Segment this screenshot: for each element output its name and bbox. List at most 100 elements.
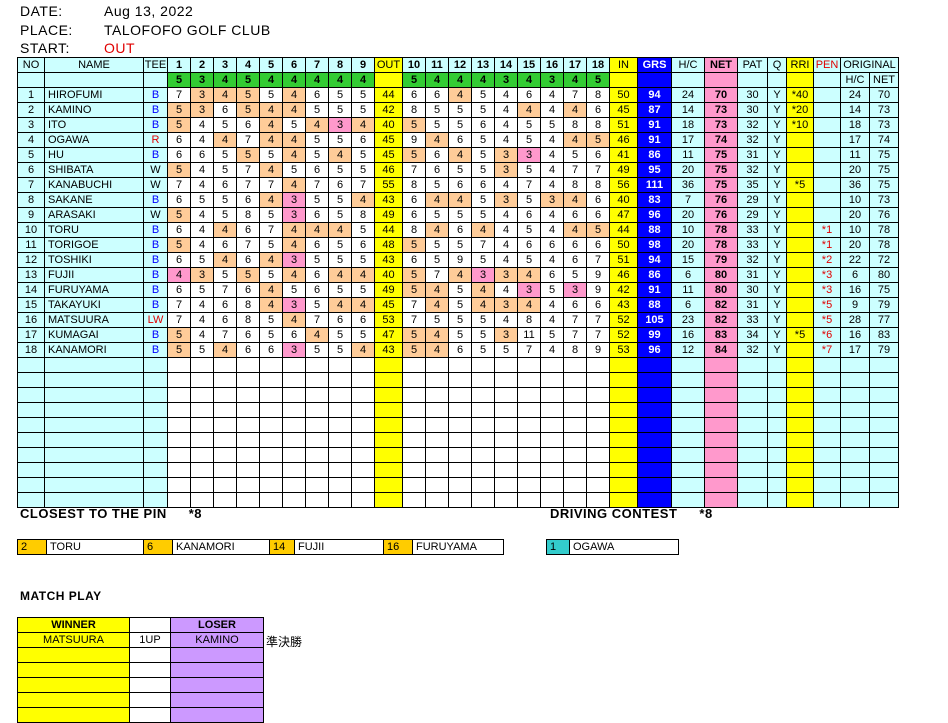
hole-score: [471, 417, 495, 433]
hole-score: [494, 357, 518, 373]
hole-score: 6: [402, 207, 426, 223]
rri-value: *5: [786, 177, 814, 193]
penalty: [813, 372, 841, 388]
row-no: 11: [17, 237, 45, 253]
penalty: [813, 447, 841, 463]
handicap: [671, 372, 705, 388]
rri-value: [786, 297, 814, 313]
penalty: [813, 87, 841, 103]
putts: 33: [737, 237, 768, 253]
original-net: [869, 447, 899, 463]
original-hc: 16: [840, 327, 870, 343]
hole-score: [190, 462, 214, 478]
par-cell: 4: [448, 72, 472, 88]
match-blank: [170, 662, 264, 678]
table-row: 9 ARASAKI W 5 4 5 8 5 3 6 5 8 49 6 5 5 5 4 6 4 6 6 47 96 20 76 29 Y…: [17, 207, 899, 223]
hole-score: 5: [328, 132, 352, 148]
hole-score: [425, 447, 449, 463]
hole-score: 3: [282, 192, 306, 208]
hole-score: 5: [282, 282, 306, 298]
hole-score: 6: [167, 147, 191, 163]
hole-score: 5: [402, 237, 426, 253]
gross-score: 95: [637, 162, 672, 178]
hole-score: 3: [282, 207, 306, 223]
hole-score: 5: [259, 207, 283, 223]
hc-header: H/C: [671, 57, 705, 73]
gross-score: 88: [637, 222, 672, 238]
tee-value: B: [143, 147, 168, 163]
hole-score: 5: [471, 312, 495, 328]
hole-score: 4: [328, 222, 352, 238]
putts: 30: [737, 102, 768, 118]
hole-score: [586, 372, 610, 388]
penalty: *3: [813, 267, 841, 283]
hole-score: 8: [351, 207, 375, 223]
hole-score: 6: [167, 282, 191, 298]
hole-score: 7: [167, 177, 191, 193]
subtotal-cell: 45: [374, 147, 403, 163]
hole-score: 5: [259, 237, 283, 253]
hole-score: 6: [448, 177, 472, 193]
putts: [737, 447, 768, 463]
hole-score: 4: [282, 237, 306, 253]
net-score: 76: [704, 207, 738, 223]
hole-score: 6: [236, 117, 260, 133]
original-net: 80: [869, 267, 899, 283]
table-row: 5 HU B 6 6 5 5 5 4 5 4 5 45 5 6 4 5 3 3 4 5 6 41 86 11 75 31 Y 11 75: [17, 147, 899, 163]
hole-score: 4: [259, 102, 283, 118]
row-no: [17, 372, 45, 388]
hole-score: 5: [402, 327, 426, 343]
original-net: 73: [869, 102, 899, 118]
original-hc: [840, 492, 870, 508]
hole-score: 7: [305, 312, 329, 328]
hole-score: 4: [351, 297, 375, 313]
original-net: 79: [869, 297, 899, 313]
player-name: [44, 447, 144, 463]
handicap: 24: [671, 87, 705, 103]
table-row: [17, 372, 899, 388]
hole-score: 3: [282, 252, 306, 268]
original-hc: 17: [840, 342, 870, 358]
hole-score: [259, 402, 283, 418]
gross-score: [637, 492, 672, 508]
qualified: Y: [767, 252, 787, 268]
match-note: 準決勝: [266, 635, 303, 649]
hole-score: [425, 492, 449, 508]
hole-score: [167, 357, 191, 373]
hole-score: [471, 402, 495, 418]
hole-score: 5: [425, 252, 449, 268]
net-score: 79: [704, 252, 738, 268]
hole-score: [563, 462, 587, 478]
handicap: 6: [671, 297, 705, 313]
original-net: 74: [869, 132, 899, 148]
rri-value: [786, 447, 814, 463]
hole-score: 4: [563, 222, 587, 238]
hole-score: [448, 402, 472, 418]
hole-score: 8: [517, 312, 541, 328]
hole-score: 4: [494, 102, 518, 118]
hole-score: 5: [328, 252, 352, 268]
subtotal-cell: [374, 492, 403, 508]
hole-score: 6: [517, 87, 541, 103]
row-no: 18: [17, 342, 45, 358]
original-hc: 10: [840, 192, 870, 208]
net-score: 73: [704, 102, 738, 118]
hole-score: 5: [448, 162, 472, 178]
qualified: [767, 492, 787, 508]
hole-score: 5: [213, 192, 237, 208]
net-score: [704, 462, 738, 478]
start-label: START:: [20, 40, 70, 56]
hole-score: [471, 462, 495, 478]
net-score: [704, 447, 738, 463]
original-hc: 20: [840, 237, 870, 253]
qualified: Y: [767, 192, 787, 208]
hole-score: 4: [540, 342, 564, 358]
hole-score: 5: [305, 102, 329, 118]
hole-score: 5: [471, 162, 495, 178]
hole-score: 5: [167, 342, 191, 358]
rri-value: [786, 477, 814, 493]
rri-value: [786, 267, 814, 283]
subtotal-cell: 46: [609, 132, 638, 148]
hole-score: [167, 372, 191, 388]
hole-score: 5: [236, 87, 260, 103]
